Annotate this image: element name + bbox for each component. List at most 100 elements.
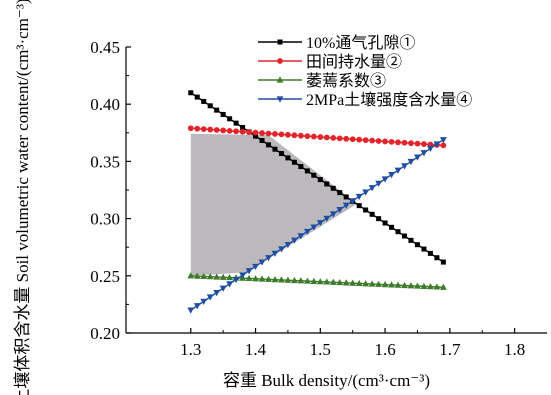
data-point [213, 127, 220, 133]
legend-swatch-marker [276, 76, 284, 83]
data-point [258, 259, 266, 266]
data-point [278, 131, 285, 138]
data-point [324, 181, 330, 187]
data-point [330, 135, 337, 141]
data-point [434, 255, 440, 261]
data-point [427, 145, 434, 153]
series-line [190, 275, 444, 288]
data-point [440, 259, 446, 265]
data-point [200, 298, 208, 305]
legend-item-2: 田间持水量② [258, 53, 402, 71]
data-point [381, 281, 389, 288]
data-point [329, 211, 337, 218]
data-point [349, 279, 357, 286]
data-point [271, 250, 279, 257]
data-point [401, 163, 408, 170]
data-point [291, 276, 298, 284]
data-point [303, 277, 311, 284]
data-point [310, 224, 318, 231]
data-point [394, 167, 402, 174]
series-3 [187, 272, 447, 290]
data-point [232, 276, 240, 284]
data-point [252, 275, 259, 282]
data-point [265, 130, 272, 137]
data-point [420, 282, 428, 289]
data-point [214, 107, 220, 113]
y-tick-label: 0.35 [90, 152, 120, 171]
shaded-region [190, 133, 358, 276]
data-point [200, 126, 207, 133]
data-point [375, 280, 382, 287]
data-point [278, 246, 285, 253]
data-point [303, 228, 311, 236]
data-point [220, 111, 226, 117]
data-point [362, 280, 370, 287]
data-point [310, 277, 318, 284]
data-point [252, 263, 259, 271]
data-point [388, 281, 395, 288]
data-point [278, 276, 285, 283]
data-point [291, 237, 298, 244]
data-point [323, 134, 330, 141]
legend-swatch-marker [276, 96, 284, 103]
data-point [298, 164, 304, 170]
legend-swatch-marker [277, 58, 283, 64]
data-point [343, 135, 350, 142]
legend-label: 10%通气孔隙① [306, 34, 415, 52]
data-point [207, 126, 214, 133]
data-point [355, 193, 363, 201]
y-tick-label: 0.45 [90, 38, 120, 57]
y-tick-label: 0.25 [90, 267, 120, 286]
data-point [363, 207, 369, 213]
data-point [259, 138, 265, 144]
data-point [407, 158, 415, 166]
data-point [356, 136, 363, 143]
data-point [388, 138, 395, 145]
data-point [291, 132, 298, 139]
data-point [330, 185, 336, 191]
data-point [297, 233, 305, 240]
data-point [194, 94, 200, 100]
data-point [375, 138, 382, 144]
y-tick-label: 0.40 [90, 95, 120, 114]
data-point [239, 128, 246, 135]
data-point [233, 120, 239, 126]
data-point [407, 282, 415, 289]
data-point [311, 172, 317, 178]
data-point [187, 307, 195, 314]
data-point [226, 127, 233, 134]
data-point [291, 159, 297, 165]
legend-item-3: 萎蔫系数③ [258, 72, 386, 90]
legend-label: 田间持水量② [306, 53, 402, 71]
data-point [297, 277, 305, 284]
data-point [388, 172, 395, 179]
data-point [342, 279, 350, 286]
data-point [246, 129, 252, 136]
data-point [227, 116, 233, 122]
data-point [368, 185, 376, 192]
data-point [323, 215, 331, 222]
data-point [356, 203, 362, 209]
data-point [421, 141, 427, 147]
data-point [206, 294, 214, 301]
data-point [323, 278, 331, 285]
data-point [433, 141, 441, 148]
y-tick-label: 0.30 [90, 210, 120, 229]
data-point [368, 280, 376, 287]
data-point [394, 281, 402, 288]
data-point [240, 124, 246, 130]
x-tick-label: 1.8 [504, 340, 525, 359]
data-point [193, 272, 201, 279]
data-point [342, 202, 350, 209]
data-point [414, 242, 420, 248]
data-point [402, 233, 408, 239]
data-point [187, 125, 194, 132]
data-point [187, 272, 195, 279]
series-line [190, 92, 444, 263]
data-point [362, 189, 370, 196]
legend-item-4: 2MPa土壤强度含水量④ [258, 90, 472, 109]
data-point [304, 133, 311, 140]
x-tick-label: 1.6 [374, 340, 395, 359]
